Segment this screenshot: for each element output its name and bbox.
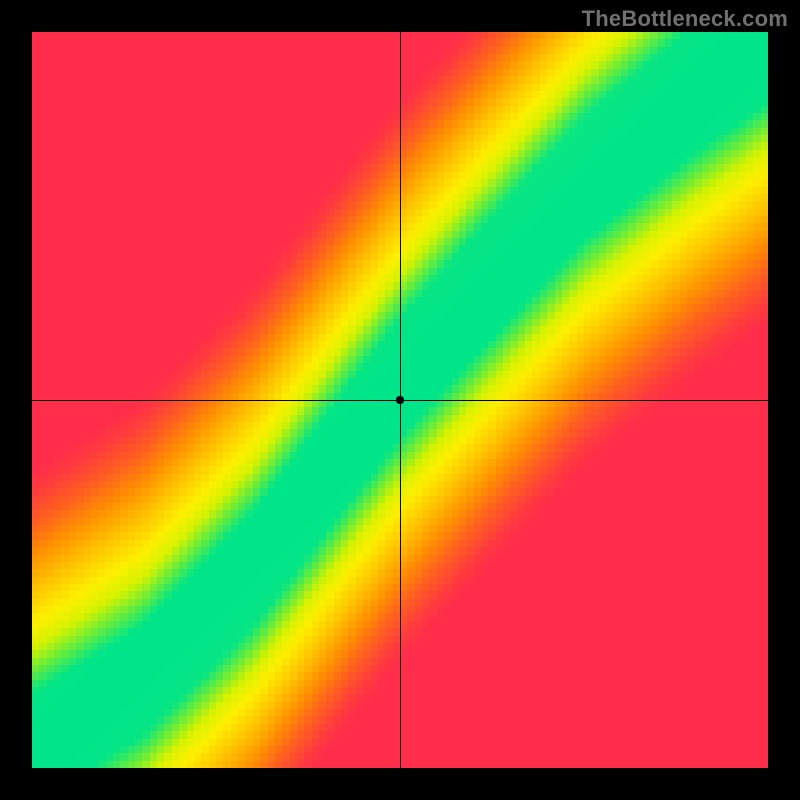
chart-frame: TheBottleneck.com — [0, 0, 800, 800]
heatmap-canvas — [32, 32, 768, 768]
heatmap-plot — [32, 32, 768, 768]
watermark-text: TheBottleneck.com — [582, 6, 788, 32]
